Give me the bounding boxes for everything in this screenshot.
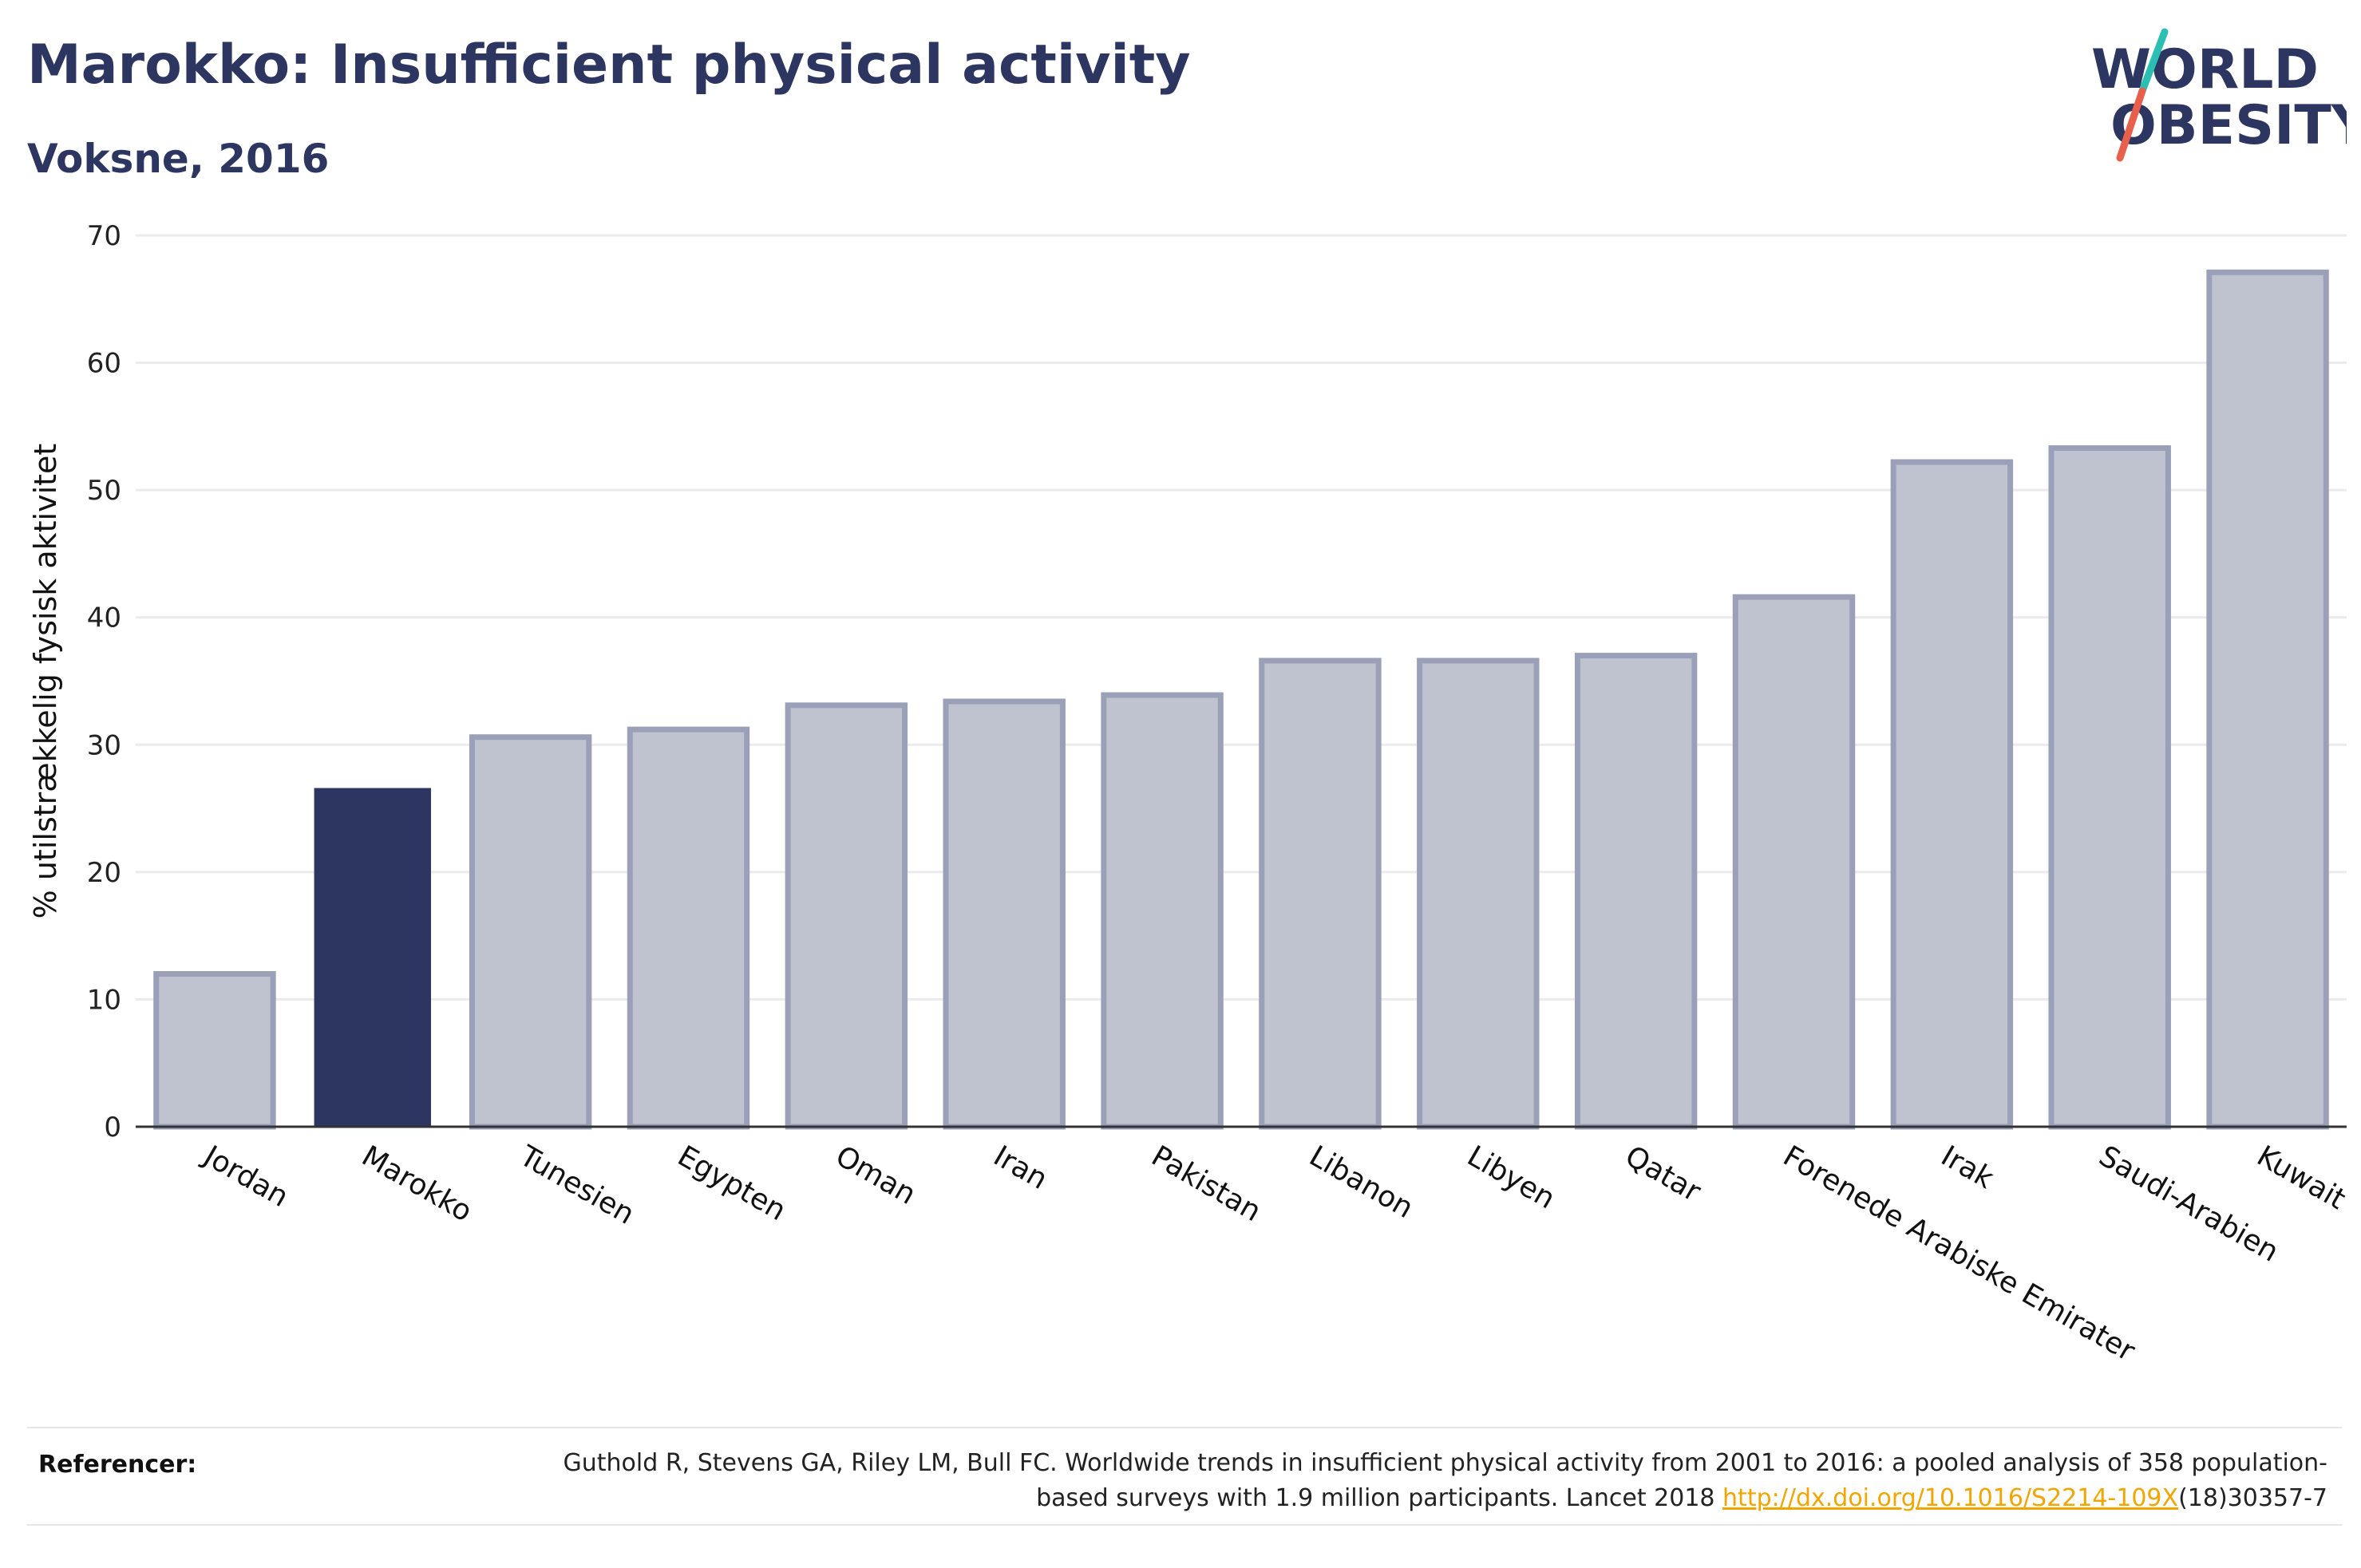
bar xyxy=(2048,444,2171,1130)
footer-divider-bottom xyxy=(27,1524,2342,1526)
x-tick-label: Irak xyxy=(1936,1139,1999,1195)
bar-chart: 0 10 20 30 40 50 60 70 Jordan Marokko Tunesien Egyp… xyxy=(28,220,2351,1368)
bar xyxy=(785,702,908,1130)
bar xyxy=(1259,658,1382,1130)
bar xyxy=(469,734,592,1130)
chart-subtitle: Voksne, 2016 xyxy=(27,136,330,182)
y-tick-label: 70 xyxy=(87,220,121,252)
x-tick-label: Tunesien xyxy=(513,1139,639,1231)
bar xyxy=(1890,459,2014,1130)
bar xyxy=(1101,692,1224,1130)
x-tick-label: Jordan xyxy=(197,1139,294,1214)
references-doi-link[interactable]: http://dx.doi.org/10.1016/S2214-109X xyxy=(1722,1484,2179,1512)
y-tick-label: 0 xyxy=(104,1112,121,1143)
x-tick-label: Oman xyxy=(830,1139,921,1211)
world-obesity-logo: WORLD OBESITY xyxy=(2091,28,2347,162)
x-tick-label: Libanon xyxy=(1303,1139,1418,1225)
bar xyxy=(314,788,431,1127)
bar xyxy=(1417,658,1540,1130)
chart-title: Marokko: Insufficient physical activity xyxy=(27,34,1191,97)
y-tick-label: 20 xyxy=(87,857,121,889)
y-axis-title: % utilstrækkelig fysisk aktivitet xyxy=(28,444,63,919)
bar xyxy=(153,971,276,1130)
x-tick-label: Libyen xyxy=(1461,1139,1560,1215)
logo-slash-teal xyxy=(2138,28,2169,95)
y-tick-label: 40 xyxy=(87,602,121,634)
bar xyxy=(943,698,1066,1130)
y-tick-label: 10 xyxy=(87,984,121,1016)
references-label: Referencer: xyxy=(38,1451,197,1479)
references-citation-end: (18)30357-7 xyxy=(2178,1484,2327,1512)
x-tick-label: Marokko xyxy=(356,1139,477,1228)
x-tick-label: Qatar xyxy=(1619,1139,1706,1208)
bar xyxy=(1574,653,1698,1130)
references-text: Guthold R, Stevens GA, Riley LM, Bull FC… xyxy=(492,1446,2327,1516)
x-tick-label: Egypten xyxy=(672,1139,791,1227)
x-tick-label: Iran xyxy=(988,1139,1053,1196)
y-tick-label: 50 xyxy=(87,475,121,507)
y-tick-label: 60 xyxy=(87,348,121,380)
logo-slash-red xyxy=(2116,87,2146,162)
logo-line2: OBESITY xyxy=(2110,94,2347,157)
references-citation: Guthold R, Stevens GA, Riley LM, Bull FC… xyxy=(563,1449,2327,1512)
bar xyxy=(627,726,750,1130)
x-tick-label: Pakistan xyxy=(1146,1139,1267,1228)
footer-divider-top xyxy=(27,1427,2342,1428)
x-tick-label: Kuwait xyxy=(2252,1139,2351,1216)
bar xyxy=(1732,594,1856,1130)
y-tick-label: 30 xyxy=(87,729,121,761)
bar xyxy=(2206,269,2329,1130)
logo-line1: WORLD xyxy=(2091,38,2319,101)
x-tick-label: Saudi-Arabien xyxy=(2094,1139,2284,1269)
